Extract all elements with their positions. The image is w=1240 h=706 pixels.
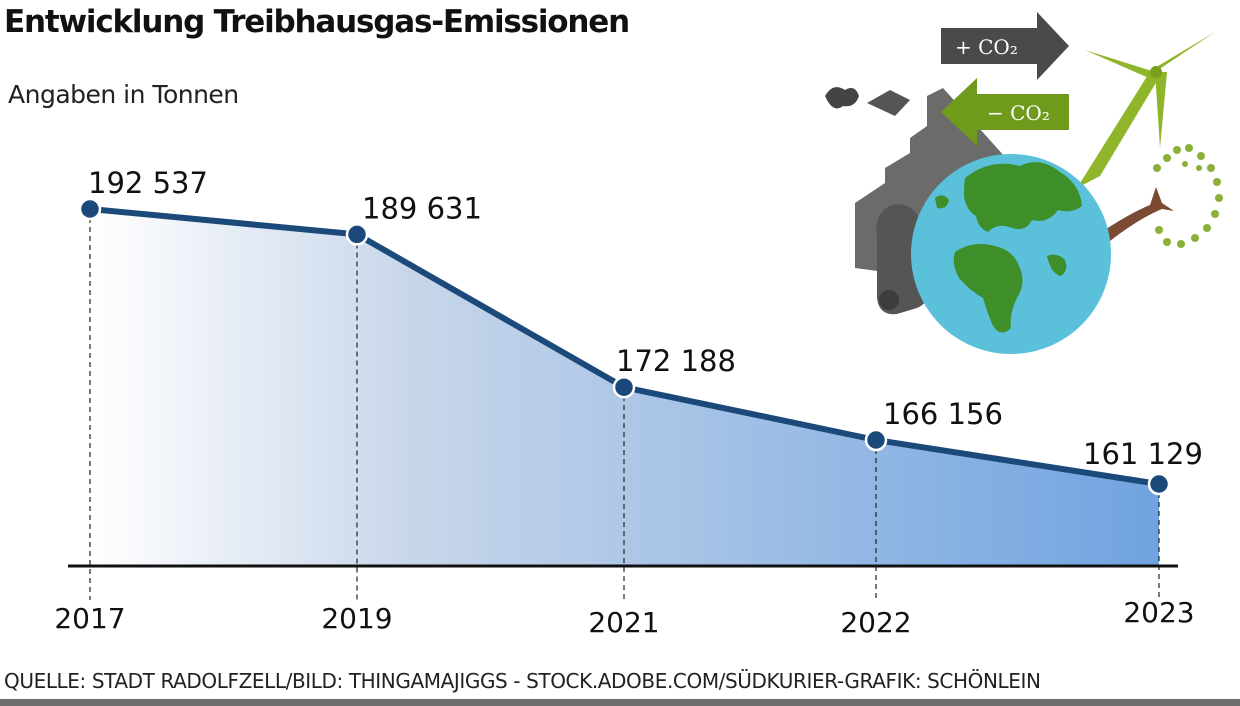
bottom-rule	[0, 699, 1240, 706]
data-point	[78, 197, 102, 221]
x-tick-label: 2019	[321, 602, 392, 635]
source-credit: QUELLE: STADT RADOLFZELL/BILD: THINGAMAJ…	[4, 669, 1041, 693]
x-tick-label: 2022	[840, 606, 911, 639]
data-label: 161 129	[1083, 437, 1203, 471]
data-label: 172 188	[616, 344, 736, 378]
tree-icon	[1100, 144, 1223, 248]
data-point	[612, 375, 636, 399]
globe-icon	[911, 154, 1111, 354]
x-tick-label: 2023	[1123, 596, 1194, 629]
data-label: 189 631	[362, 191, 482, 225]
plus-co2-arrow: + CO₂	[941, 12, 1069, 80]
minus-co2-arrow: − CO₂	[941, 78, 1069, 146]
data-point	[1147, 472, 1171, 496]
x-tick-label: 2017	[54, 602, 125, 635]
plus-co2-label: + CO₂	[955, 35, 1018, 59]
data-point	[864, 428, 888, 452]
x-tick-label: 2021	[588, 606, 659, 639]
minus-co2-label: − CO₂	[987, 101, 1050, 125]
wind-turbine-icon	[1077, 32, 1215, 188]
chart-subtitle: Angaben in Tonnen	[8, 80, 239, 109]
data-label: 192 537	[88, 166, 208, 200]
climate-illustration: + CO₂ − CO₂	[825, 12, 1223, 354]
data-label: 166 156	[883, 397, 1003, 431]
chart-title: Entwicklung Treibhausgas-Emissionen	[4, 4, 630, 40]
smoke-icon	[825, 87, 859, 109]
data-point	[345, 223, 369, 246]
